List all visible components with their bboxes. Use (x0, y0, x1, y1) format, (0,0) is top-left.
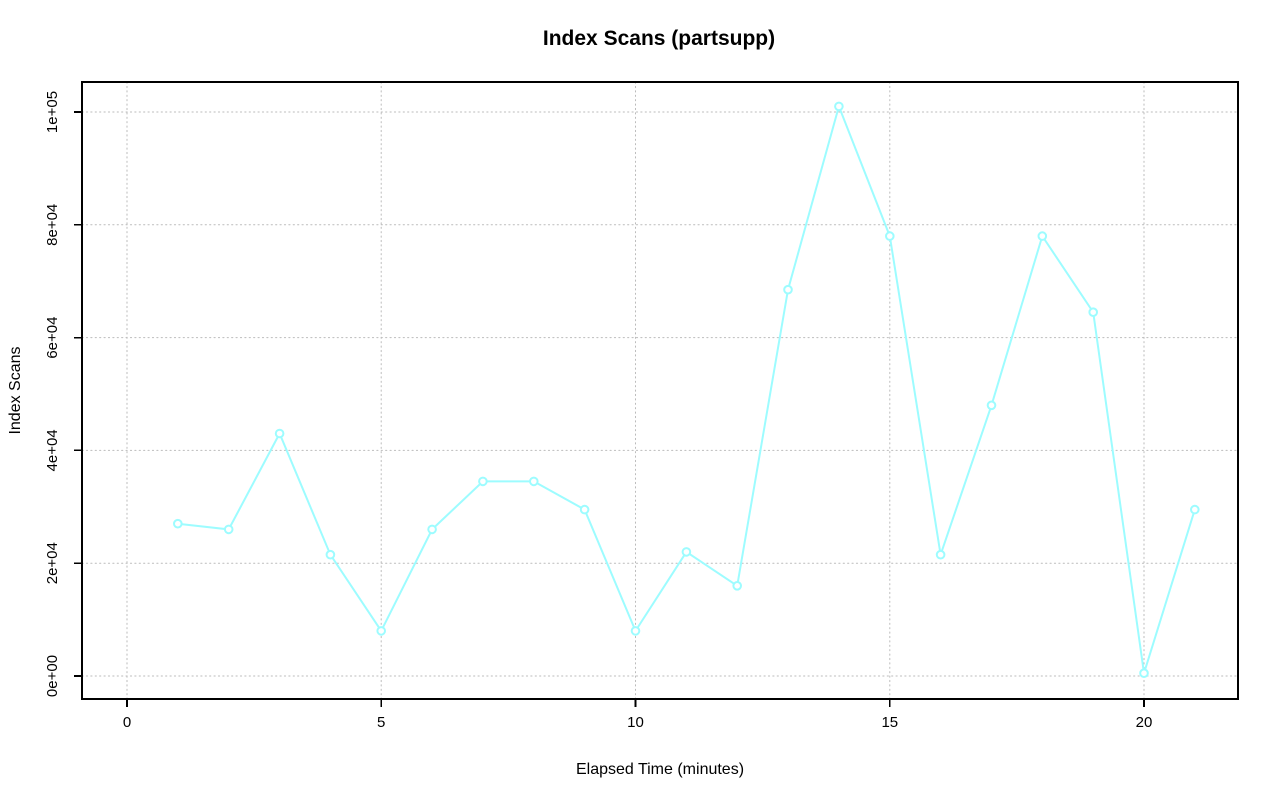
svg-text:10: 10 (627, 714, 644, 731)
svg-text:8e+04: 8e+04 (44, 204, 61, 246)
svg-text:0e+00: 0e+00 (44, 655, 61, 697)
svg-text:Index Scans (partsupp): Index Scans (partsupp) (543, 27, 775, 50)
svg-text:Elapsed Time (minutes): Elapsed Time (minutes) (576, 761, 744, 778)
svg-text:6e+04: 6e+04 (44, 317, 61, 359)
svg-text:15: 15 (881, 714, 898, 731)
svg-text:2e+04: 2e+04 (44, 542, 61, 584)
svg-text:1e+05: 1e+05 (44, 91, 61, 133)
svg-text:Index Scans: Index Scans (7, 346, 24, 434)
svg-text:5: 5 (377, 714, 385, 731)
svg-text:4e+04: 4e+04 (44, 429, 61, 471)
svg-text:0: 0 (123, 714, 131, 731)
svg-text:20: 20 (1136, 714, 1153, 731)
